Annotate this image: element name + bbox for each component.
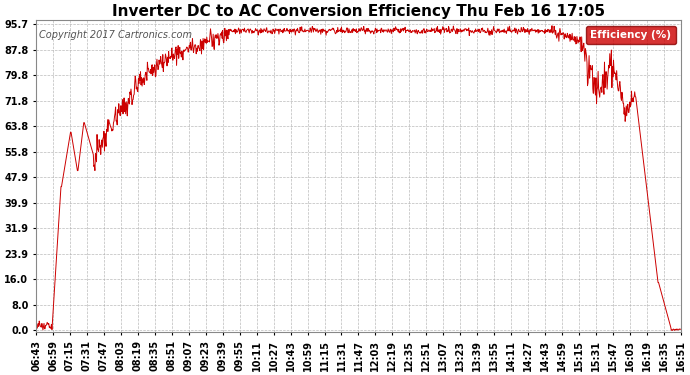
Legend: Efficiency (%): Efficiency (%) xyxy=(586,26,676,44)
Title: Inverter DC to AC Conversion Efficiency Thu Feb 16 17:05: Inverter DC to AC Conversion Efficiency … xyxy=(112,4,605,19)
Text: Copyright 2017 Cartronics.com: Copyright 2017 Cartronics.com xyxy=(39,30,193,40)
